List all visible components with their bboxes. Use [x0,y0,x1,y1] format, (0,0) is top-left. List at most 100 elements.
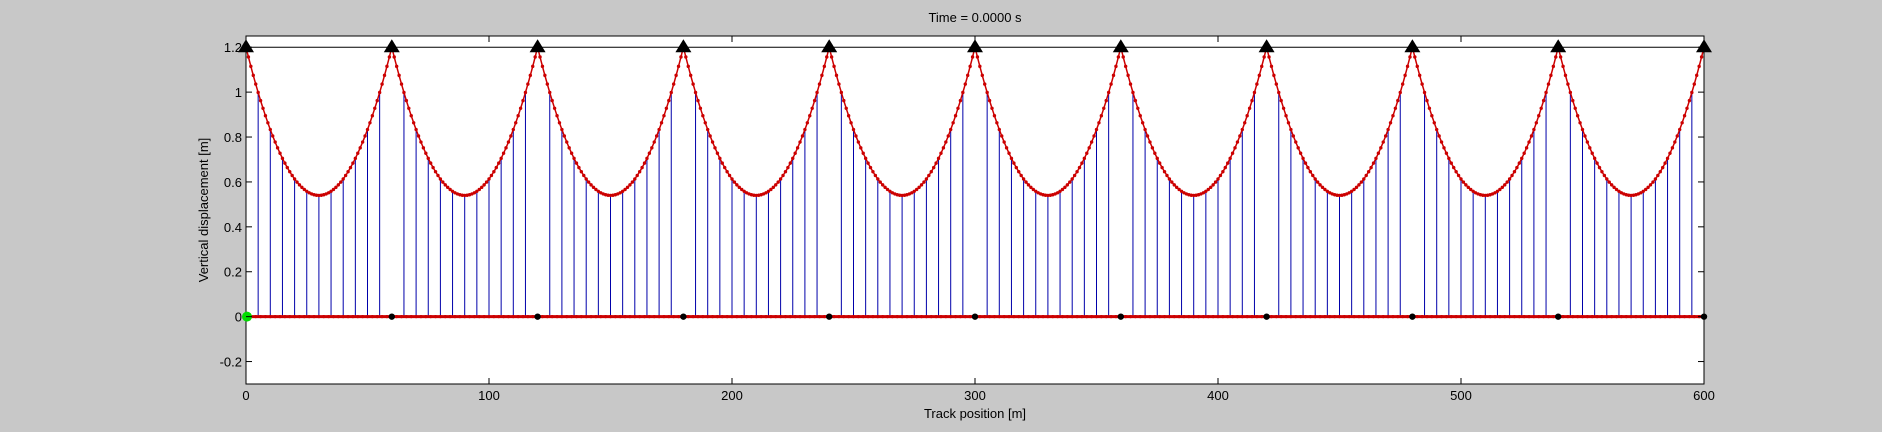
track-node [725,315,729,319]
track-node [458,315,462,319]
cable-node [397,73,401,78]
cable-node [798,140,802,144]
track-node [1260,315,1264,319]
cable-node [740,187,744,192]
track-node [443,315,447,319]
track-node [1678,315,1682,319]
track-node [1347,315,1351,319]
track-node [1673,315,1677,319]
cable-node [1413,55,1417,59]
tower-base-marker [826,313,833,320]
cable-node [701,114,705,118]
track-node [273,315,277,319]
track-node [497,315,501,319]
cable-node [407,106,411,111]
cable-node [788,161,793,165]
track-node [1187,315,1191,319]
track-node [370,315,374,319]
cable-node [725,169,729,174]
cable-node [1420,82,1424,86]
track-node [1595,315,1599,319]
cable-node [983,82,987,86]
cable-node [1454,169,1458,174]
cable-node [1614,187,1619,192]
track-node [433,315,438,319]
cable-node [1605,177,1609,181]
track-node [467,315,472,319]
track-node [1230,315,1235,319]
cable-node [1566,82,1570,86]
cable-node [548,90,552,95]
track-node [1493,315,1497,319]
track-node [978,315,982,319]
track-node [1624,315,1628,319]
track-node [1532,315,1536,319]
cable-node [946,134,950,138]
track-node [691,315,695,319]
cable-node [1675,134,1679,138]
cable-node [1609,183,1614,187]
cable-node [718,156,722,161]
cable-node [766,189,771,193]
cable-node [975,55,980,59]
track-node [895,315,899,319]
track-node [1056,315,1060,319]
track-node [1294,315,1298,319]
cable-node [363,134,367,138]
cable-node [1371,161,1376,165]
cable-node [562,134,567,138]
cable-node [630,180,635,184]
track-node [953,315,958,319]
track-node [638,315,642,319]
cable-node [565,140,569,144]
cable-node [1111,73,1116,78]
cable-node [727,173,732,178]
track-node [735,315,739,319]
track-node [1512,315,1517,319]
track-node [1022,315,1026,319]
cable-node [1670,146,1675,150]
track-node [856,315,860,319]
track-node [516,315,520,319]
track-node [258,315,263,319]
cable-node [1106,90,1111,95]
cable-node [990,106,994,111]
cable-node [373,106,377,111]
track-node [1172,315,1176,319]
track-node [1503,315,1507,319]
cable-node [888,189,892,193]
cable-node [1337,193,1342,198]
cable-node [1544,90,1548,95]
track-node [1648,315,1653,319]
cable-node [1512,169,1517,174]
cable-node [1349,189,1354,193]
cable-node [1391,114,1395,118]
track-node [1007,315,1011,319]
cable-node [1580,127,1585,132]
track-node [1478,315,1483,319]
cable-node [487,177,491,181]
cable-node [591,185,596,190]
track-node [1070,315,1074,319]
track-node [710,315,715,319]
tower-top-marker [821,39,838,53]
cable-node [1357,183,1361,187]
y-tick-label: 0.8 [224,130,242,145]
cable-node [713,146,717,150]
track-node [594,315,598,319]
x-tick-label: 500 [1450,388,1472,403]
cable-node [1347,191,1351,195]
y-tick-label: -0.2 [220,355,242,370]
cable-node [958,98,963,103]
cable-node [1114,64,1118,69]
track-node [589,315,593,319]
cable-node [978,64,982,69]
track-node [351,315,355,319]
track-node [438,315,442,319]
tower-top-marker [529,39,546,53]
track-node [1226,315,1230,319]
cable-node [1374,156,1378,161]
cable-node [1150,146,1155,150]
cable-node [1009,156,1014,161]
track-node [837,315,841,319]
